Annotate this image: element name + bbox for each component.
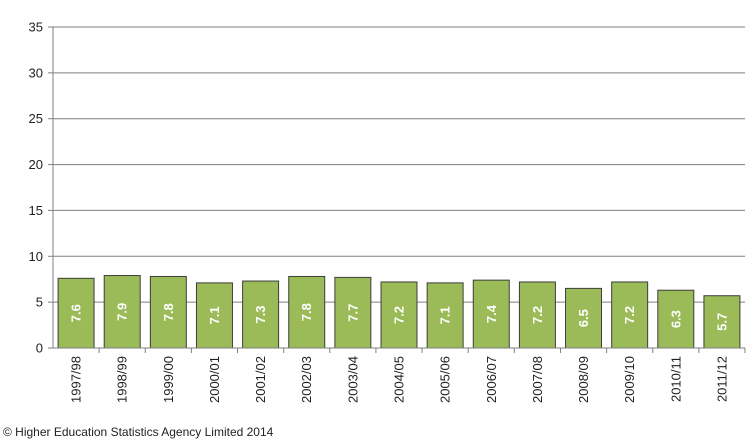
y-tick-label: 10 bbox=[29, 249, 43, 264]
x-tick-label: 2010/11 bbox=[668, 356, 683, 402]
x-tick-label: 2001/02 bbox=[253, 356, 268, 403]
x-tick-label: 1997/98 bbox=[69, 356, 84, 403]
bar bbox=[195, 282, 233, 349]
bar-value-label: 7.2 bbox=[392, 306, 407, 324]
bar-value-label: 6.3 bbox=[668, 310, 683, 328]
bars bbox=[57, 275, 741, 349]
x-tick-label: 2008/09 bbox=[576, 356, 591, 403]
x-tick-label: 2000/01 bbox=[207, 356, 222, 403]
bar bbox=[565, 287, 603, 349]
bar-value-label: 7.6 bbox=[69, 304, 84, 322]
x-tick-label: 2009/10 bbox=[622, 356, 637, 403]
bar bbox=[334, 276, 372, 349]
bar-value-label: 7.4 bbox=[484, 304, 499, 323]
bar-value-label: 7.1 bbox=[438, 306, 453, 324]
bar bbox=[380, 281, 418, 349]
x-tick-label: 2005/06 bbox=[438, 356, 453, 403]
x-tick-label: 1998/99 bbox=[115, 356, 130, 403]
bar bbox=[518, 281, 556, 349]
bar bbox=[288, 275, 326, 349]
gridlines bbox=[53, 26, 745, 303]
bar bbox=[657, 289, 695, 349]
copyright-credit: © Higher Education Statistics Agency Lim… bbox=[3, 425, 274, 439]
bar-value-label: 7.2 bbox=[530, 306, 545, 324]
y-tick-label: 30 bbox=[29, 65, 43, 80]
x-tick-label: 1999/00 bbox=[161, 356, 176, 403]
bar bbox=[703, 295, 741, 349]
x-axis: 1997/98 1998/99 1999/00 2000/01 2001/02 2002/… bbox=[53, 347, 746, 403]
x-tick-label: 2011/12 bbox=[714, 356, 729, 402]
x-tick-label: 2007/08 bbox=[530, 356, 545, 403]
bar-value-label: 6.5 bbox=[576, 309, 591, 327]
bar bbox=[149, 275, 187, 349]
bar-value-label: 5.7 bbox=[714, 313, 729, 331]
bar-value-label: 7.7 bbox=[345, 304, 360, 322]
y-tick-label: 15 bbox=[29, 203, 43, 218]
bar bbox=[472, 279, 510, 349]
bar-value-label: 7.3 bbox=[253, 305, 268, 323]
bar-value-label: 7.2 bbox=[622, 306, 637, 324]
x-tick-label: 2004/05 bbox=[392, 356, 407, 403]
y-tick-label: 25 bbox=[29, 111, 43, 126]
x-tick-label: 2006/07 bbox=[484, 356, 499, 403]
bar-value-label: 7.8 bbox=[299, 303, 314, 321]
y-tick-label: 0 bbox=[36, 341, 43, 356]
x-tick-label: 2002/03 bbox=[299, 356, 314, 403]
bar-value-label: 7.9 bbox=[115, 303, 130, 321]
bar-value-label: 7.8 bbox=[161, 303, 176, 321]
y-tick-label: 5 bbox=[36, 295, 43, 310]
y-tick-label: 20 bbox=[29, 157, 43, 172]
bar bbox=[103, 275, 141, 349]
x-tick-label: 2003/04 bbox=[345, 356, 360, 403]
y-tick-label: 35 bbox=[29, 20, 43, 35]
bar-value-label: 7.1 bbox=[207, 306, 222, 324]
bar bbox=[611, 281, 649, 349]
y-axis: 0 5 10 15 20 25 30 35 bbox=[29, 20, 54, 356]
bar bbox=[242, 280, 280, 349]
bar-value-labels: 7.6 7.9 7.8 7.1 7.3 7.8 7.7 7.2 7.1 7.4 7.2 6.5 7.2 6… bbox=[69, 303, 730, 331]
